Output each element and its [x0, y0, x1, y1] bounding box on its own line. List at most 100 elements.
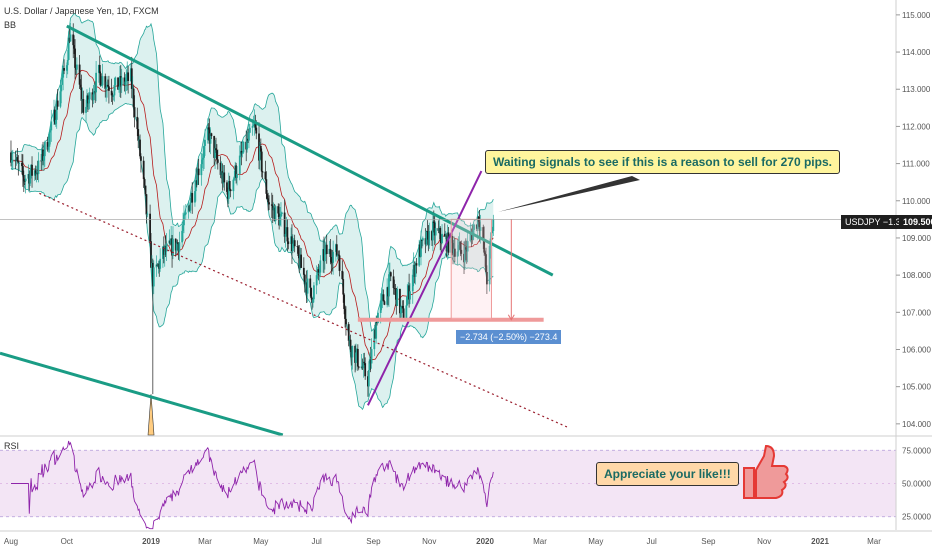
candle-body[interactable]: [370, 349, 373, 364]
candle-body[interactable]: [337, 254, 340, 256]
candle-body[interactable]: [22, 175, 25, 182]
candle-body[interactable]: [344, 308, 346, 319]
candle-body[interactable]: [303, 274, 306, 285]
candle-body[interactable]: [68, 37, 71, 42]
candle-body[interactable]: [194, 180, 197, 192]
candle-body[interactable]: [280, 213, 282, 217]
candle-body[interactable]: [427, 231, 430, 246]
candle-body[interactable]: [389, 272, 392, 277]
candle-body[interactable]: [453, 248, 456, 257]
candle-body[interactable]: [200, 164, 203, 176]
candle-body[interactable]: [110, 90, 113, 96]
candle-body[interactable]: [369, 359, 372, 364]
candle-body[interactable]: [438, 227, 441, 231]
candle-body[interactable]: [491, 230, 494, 233]
candle-body[interactable]: [259, 145, 262, 152]
candle-body[interactable]: [328, 248, 331, 255]
candle-body[interactable]: [18, 162, 21, 164]
candle-body[interactable]: [130, 68, 133, 89]
candle-body[interactable]: [29, 173, 32, 184]
candle-body[interactable]: [157, 263, 160, 267]
candle-body[interactable]: [409, 291, 411, 300]
candle-body[interactable]: [324, 248, 326, 262]
candle-body[interactable]: [189, 202, 192, 211]
candle-body[interactable]: [464, 247, 467, 250]
candle-body[interactable]: [267, 198, 270, 203]
candle-body[interactable]: [190, 193, 193, 203]
candle-body[interactable]: [245, 141, 248, 150]
candle-body[interactable]: [145, 194, 148, 215]
candle-body[interactable]: [367, 369, 370, 387]
candle-body[interactable]: [16, 157, 19, 162]
candle-body[interactable]: [175, 242, 178, 251]
candle-body[interactable]: [298, 255, 301, 269]
candle-body[interactable]: [453, 248, 455, 254]
candle-body[interactable]: [112, 95, 115, 97]
candle-body[interactable]: [324, 244, 327, 249]
candle-body[interactable]: [408, 285, 411, 300]
candle-body[interactable]: [277, 206, 280, 214]
candle-body[interactable]: [316, 269, 319, 276]
candle-body[interactable]: [380, 296, 383, 301]
price-pane[interactable]: [0, 12, 896, 437]
candle-body[interactable]: [164, 245, 167, 252]
candle-body[interactable]: [174, 238, 177, 251]
candle-body[interactable]: [138, 139, 141, 141]
candle-body[interactable]: [373, 329, 376, 350]
candle-body[interactable]: [419, 244, 421, 257]
mid-channel-line[interactable]: [39, 192, 569, 429]
candle-body[interactable]: [74, 48, 76, 68]
candle-body[interactable]: [80, 87, 83, 101]
candle-body[interactable]: [123, 77, 126, 86]
candle-body[interactable]: [118, 76, 121, 88]
candle-body[interactable]: [255, 127, 258, 134]
candle-body[interactable]: [28, 174, 31, 184]
candle-body[interactable]: [149, 213, 151, 242]
candle-body[interactable]: [310, 287, 313, 299]
candle-body[interactable]: [285, 227, 288, 234]
candle-body[interactable]: [87, 99, 90, 104]
candle-body[interactable]: [92, 94, 95, 101]
candle-body[interactable]: [54, 119, 57, 124]
candle-body[interactable]: [331, 262, 334, 264]
annotation-callout[interactable]: Waiting signals to see if this is a reas…: [485, 150, 840, 174]
candle-body[interactable]: [451, 236, 454, 243]
candle-body[interactable]: [163, 245, 166, 255]
candle-body[interactable]: [312, 299, 314, 303]
candle-body[interactable]: [36, 172, 39, 175]
candle-body[interactable]: [53, 109, 55, 122]
candle-body[interactable]: [343, 294, 346, 309]
candle-body[interactable]: [132, 88, 135, 108]
lower-channel-line[interactable]: [0, 351, 284, 437]
candle-body[interactable]: [292, 240, 295, 244]
candle-body[interactable]: [162, 246, 164, 259]
candle-body[interactable]: [60, 84, 63, 92]
candle-body[interactable]: [162, 246, 165, 255]
candle-body[interactable]: [405, 305, 408, 319]
candle-body[interactable]: [184, 212, 187, 215]
candle-body[interactable]: [213, 136, 216, 158]
candle-body[interactable]: [356, 348, 359, 367]
candle-body[interactable]: [229, 189, 232, 192]
candle-body[interactable]: [194, 191, 196, 203]
candle-body[interactable]: [382, 294, 385, 302]
candle-body[interactable]: [101, 76, 104, 86]
candle-body[interactable]: [172, 238, 174, 256]
candle-body[interactable]: [362, 361, 365, 369]
candle-body[interactable]: [355, 352, 357, 363]
candle-body[interactable]: [11, 159, 14, 161]
candle-body[interactable]: [444, 236, 447, 237]
candle-body[interactable]: [447, 232, 450, 253]
candle-body[interactable]: [388, 274, 390, 297]
candle-body[interactable]: [381, 294, 384, 297]
candle-body[interactable]: [181, 230, 184, 243]
candle-body[interactable]: [360, 366, 363, 368]
candle-body[interactable]: [424, 238, 427, 245]
candle-body[interactable]: [61, 77, 64, 85]
candle-body[interactable]: [42, 149, 44, 161]
candle-body[interactable]: [171, 238, 173, 256]
candle-body[interactable]: [266, 193, 269, 199]
candle-body[interactable]: [364, 363, 367, 377]
candle-body[interactable]: [233, 176, 236, 180]
candle-body[interactable]: [177, 243, 180, 252]
